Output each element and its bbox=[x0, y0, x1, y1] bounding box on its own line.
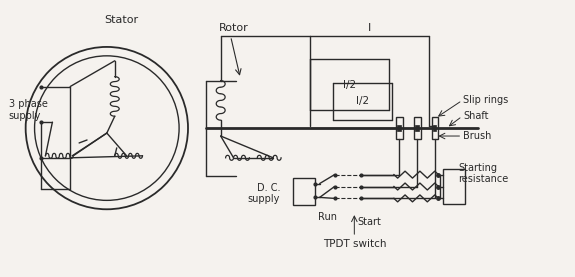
Text: I/2: I/2 bbox=[356, 96, 369, 106]
Text: Rotor: Rotor bbox=[218, 23, 248, 33]
Text: D. C.
supply: D. C. supply bbox=[248, 183, 280, 204]
Text: Brush: Brush bbox=[463, 131, 492, 141]
Text: Stator: Stator bbox=[105, 15, 139, 25]
Bar bbox=[396, 117, 403, 139]
Bar bbox=[293, 178, 315, 205]
Bar bbox=[414, 117, 421, 139]
Text: I/2: I/2 bbox=[343, 79, 356, 89]
Bar bbox=[397, 125, 401, 131]
Text: 3 phase
supply: 3 phase supply bbox=[9, 99, 48, 121]
Text: Starting
resistance: Starting resistance bbox=[458, 163, 508, 184]
Text: TPDT switch: TPDT switch bbox=[323, 239, 386, 249]
Text: Shaft: Shaft bbox=[463, 111, 489, 121]
Bar bbox=[443, 169, 465, 204]
Bar bbox=[432, 117, 439, 139]
Text: Run: Run bbox=[318, 212, 337, 222]
Text: Start: Start bbox=[357, 217, 381, 227]
Text: Slip rings: Slip rings bbox=[463, 95, 508, 105]
Bar bbox=[415, 125, 419, 131]
Bar bbox=[432, 125, 436, 131]
Text: I: I bbox=[367, 23, 371, 33]
